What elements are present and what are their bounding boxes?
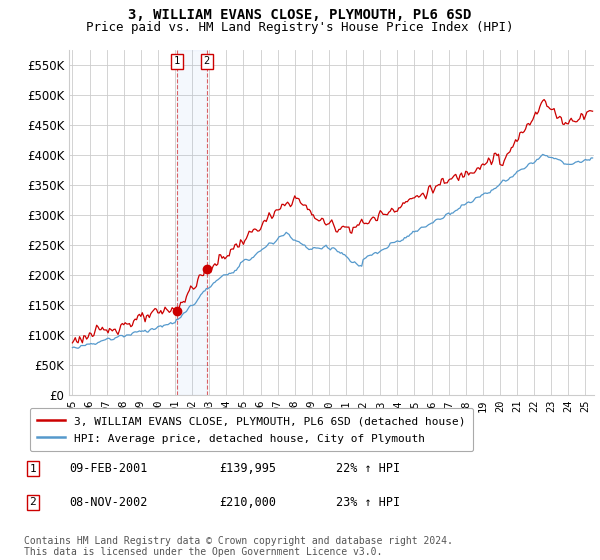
Text: 08-NOV-2002: 08-NOV-2002 <box>69 496 148 509</box>
Text: £139,995: £139,995 <box>219 462 276 475</box>
Text: £210,000: £210,000 <box>219 496 276 509</box>
Text: 09-FEB-2001: 09-FEB-2001 <box>69 462 148 475</box>
Legend: 3, WILLIAM EVANS CLOSE, PLYMOUTH, PL6 6SD (detached house), HPI: Average price, : 3, WILLIAM EVANS CLOSE, PLYMOUTH, PL6 6S… <box>29 408 473 451</box>
Text: 2: 2 <box>29 497 37 507</box>
Text: 23% ↑ HPI: 23% ↑ HPI <box>336 496 400 509</box>
Bar <box>177 50 206 395</box>
Text: 3, WILLIAM EVANS CLOSE, PLYMOUTH, PL6 6SD: 3, WILLIAM EVANS CLOSE, PLYMOUTH, PL6 6S… <box>128 8 472 22</box>
Text: 1: 1 <box>174 57 180 67</box>
Text: Contains HM Land Registry data © Crown copyright and database right 2024.
This d: Contains HM Land Registry data © Crown c… <box>24 535 453 557</box>
Text: 1: 1 <box>29 464 37 474</box>
Text: 2: 2 <box>203 57 210 67</box>
Text: Price paid vs. HM Land Registry's House Price Index (HPI): Price paid vs. HM Land Registry's House … <box>86 21 514 34</box>
Text: 22% ↑ HPI: 22% ↑ HPI <box>336 462 400 475</box>
